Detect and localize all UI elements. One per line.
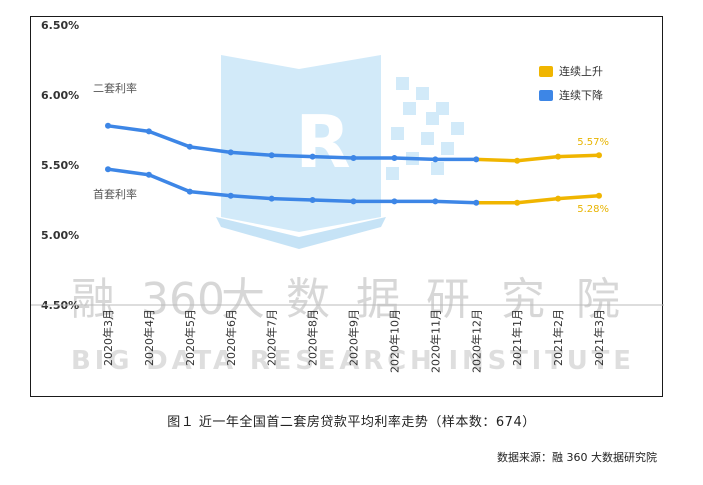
data-point <box>350 155 357 161</box>
legend-swatch <box>539 90 553 101</box>
data-point <box>186 143 193 150</box>
logo-page-left <box>221 55 299 232</box>
data-point <box>555 195 562 202</box>
data-point <box>514 199 521 206</box>
data-point <box>268 152 275 159</box>
x-tick-label: 2020年12月 <box>469 309 483 373</box>
logo-pixel <box>386 167 399 180</box>
line-chart: R融 360大数据研究院BIG DATA RESEARCH INSTITUTE 4… <box>31 19 664 376</box>
series-name-label: 首套利率 <box>93 187 137 201</box>
data-point <box>268 195 275 202</box>
x-tick-label: 2020年3月 <box>101 309 115 366</box>
data-point <box>391 155 398 161</box>
chart-frame: R 融 360 大数据研究院 BIG DATA RESEARCH INSTITUTE 4… <box>30 16 664 397</box>
data-point <box>227 192 234 199</box>
logo-pixel <box>431 162 444 175</box>
data-point <box>350 198 357 205</box>
logo-pixel <box>391 127 404 140</box>
x-tick-label: 2021年1月 <box>510 309 524 366</box>
figure-caption: 图１ 近一年全国首二套房贷款平均利率走势（样本数：674） <box>167 415 536 430</box>
x-tick-label: 2020年9月 <box>347 309 361 366</box>
series-line-up <box>474 194 601 205</box>
data-point <box>391 198 398 205</box>
x-tick-label: 2021年3月 <box>592 309 606 366</box>
logo-letter: R <box>295 100 350 184</box>
data-point <box>473 156 480 163</box>
watermark-char: 据 <box>356 274 400 325</box>
logo-pixel <box>426 112 439 125</box>
x-tick-label: 2020年4月 <box>142 309 156 366</box>
x-tick-label: 2020年8月 <box>306 309 320 366</box>
watermark-char: 融 <box>71 274 115 325</box>
logo-base <box>216 217 386 249</box>
x-tick-label: 2021年2月 <box>551 309 565 366</box>
y-tick-label: 5.50% <box>41 159 79 172</box>
y-axis: 4.50%5.00%5.50%6.00%6.50% <box>31 19 664 312</box>
data-label: 5.57% <box>577 137 609 148</box>
series-line-down <box>106 167 478 205</box>
series-line-up <box>474 153 601 163</box>
x-tick-label: 2020年6月 <box>224 309 238 366</box>
watermark-char: 究 <box>501 274 545 325</box>
y-tick-label: 6.00% <box>41 89 79 102</box>
data-point <box>186 188 193 195</box>
data-point <box>432 156 439 163</box>
y-tick-label: 6.50% <box>41 19 79 32</box>
data-point <box>309 197 316 203</box>
watermark-char: 大 <box>221 274 265 325</box>
data-point <box>596 192 602 199</box>
data-label: 5.28% <box>577 204 609 215</box>
series-line-down <box>106 124 478 162</box>
data-point <box>105 122 111 129</box>
watermark: R 融 360大数据研究院 BIG DATA RESEARCH INSTITUTE <box>71 55 631 376</box>
data-point <box>309 153 316 160</box>
logo-pixel <box>416 87 429 100</box>
x-tick-label: 2020年11月 <box>428 309 442 373</box>
legend-label: 连续上升 <box>559 64 603 78</box>
data-point <box>145 128 152 135</box>
data-point <box>596 152 602 159</box>
logo-pixel <box>436 102 449 115</box>
data-point <box>105 166 111 173</box>
watermark-logo: R <box>216 55 464 249</box>
data-point <box>473 199 480 206</box>
y-tick-label: 5.00% <box>41 229 79 242</box>
x-axis: 2020年3月 2020年4月 2020年5月 2020年6月 2020年7月 2020年… <box>101 309 606 373</box>
watermark-english: BIG DATA RESEARCH INSTITUTE <box>71 346 631 376</box>
legend-swatch <box>539 66 553 77</box>
watermark-char: 数 <box>286 274 330 325</box>
data-point <box>514 157 521 164</box>
logo-pixel <box>451 122 464 135</box>
watermark-char: 360 <box>141 274 225 325</box>
logo-pixel <box>421 132 434 145</box>
logo-pixel <box>441 142 454 155</box>
legend-label: 连续下降 <box>559 88 603 102</box>
x-tick-label: 2020年10月 <box>387 309 401 373</box>
data-source: 数据来源：融 360 大数据研究院 <box>497 451 657 464</box>
x-tick-label: 2020年5月 <box>183 309 197 366</box>
logo-page-right <box>299 55 381 232</box>
data-point <box>555 153 562 160</box>
watermark-char: 研 <box>426 274 470 325</box>
logo-pixel <box>403 102 416 115</box>
watermark-char: 院 <box>576 274 620 325</box>
data-point <box>145 171 152 178</box>
data-point <box>227 149 234 156</box>
logo-pixel <box>396 77 409 90</box>
data-point <box>432 198 439 205</box>
x-tick-label: 2020年7月 <box>265 309 279 366</box>
series-name-label: 二套利率 <box>93 81 137 95</box>
